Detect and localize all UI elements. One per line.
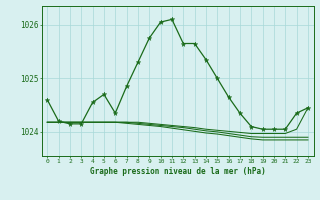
X-axis label: Graphe pression niveau de la mer (hPa): Graphe pression niveau de la mer (hPa)	[90, 167, 266, 176]
